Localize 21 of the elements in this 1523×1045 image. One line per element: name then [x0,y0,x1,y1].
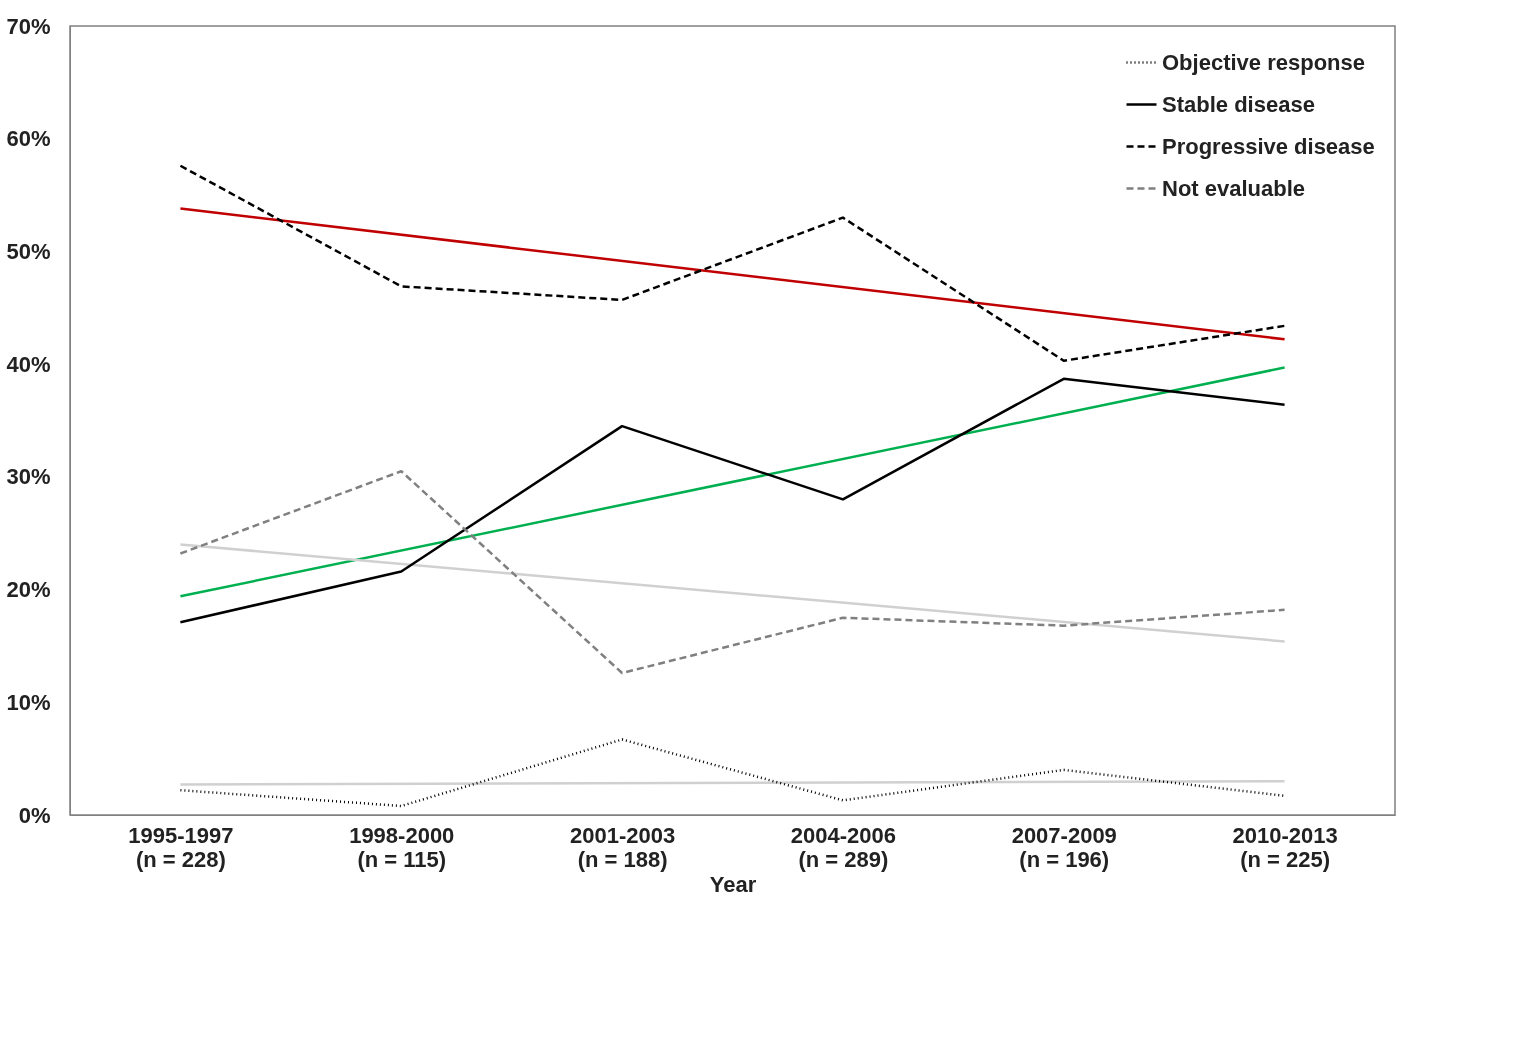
y-tick-label: 0% [18,802,51,828]
y-tick-label: 50% [6,238,51,264]
legend-label: Not evaluable [1162,175,1306,201]
y-tick-label: 10% [6,689,51,715]
line-series [179,738,1286,808]
x-tick-label: 2004-2006 (n = 289) [790,822,897,872]
y-tick-label: 30% [6,464,51,490]
legend-label: Objective response [1162,49,1365,75]
x-tick-label: 2001-2003 (n = 188) [569,822,676,872]
x-tick-label: 1995-1997 (n = 228) [128,822,234,872]
legend-label: Progressive disease [1162,133,1375,159]
y-tick-label: 70% [6,13,51,39]
x-axis-title: Year [709,871,757,897]
y-tick-label: 20% [6,577,51,603]
x-tick-label: 2010-2013 (n = 225) [1232,822,1338,872]
x-tick-label: 1998-2000 (n = 115) [349,822,455,872]
y-tick-label: 40% [6,351,51,377]
legend-label: Stable disease [1162,91,1315,117]
x-tick-label: 2007-2009 (n = 196) [1011,822,1117,872]
line-series [179,469,1286,675]
y-tick-label: 60% [6,126,51,152]
